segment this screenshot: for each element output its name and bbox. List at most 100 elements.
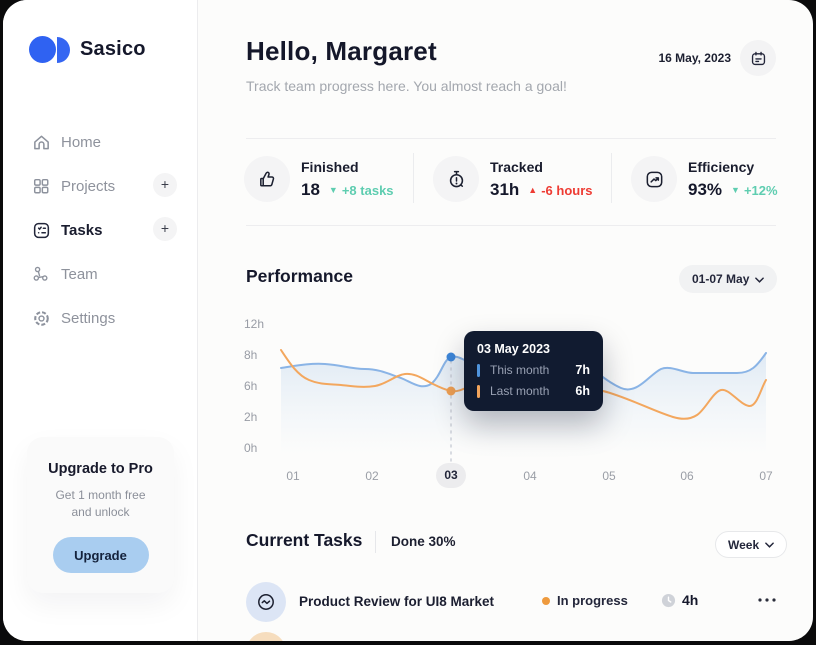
current-tasks-title: Current Tasks [246, 530, 363, 550]
sidebar-item-team[interactable]: Team [3, 259, 198, 289]
tooltip-series-value: 6h [575, 384, 590, 398]
performance-range-dropdown[interactable]: 01-07 May [679, 265, 778, 293]
x-axis-tick: 02 [365, 469, 379, 483]
finished-stat-icon-wrap [244, 156, 290, 202]
sidebar: Sasico Home Projects + Tasks + T [3, 0, 198, 641]
calendar-icon [751, 51, 765, 65]
sidebar-item-home[interactable]: Home [3, 127, 198, 157]
add-task-button[interactable]: + [153, 217, 177, 241]
upgrade-title: Upgrade to Pro [48, 461, 153, 477]
tasks-icon [31, 220, 51, 240]
task-hours: 4h [682, 592, 699, 608]
tooltip-title: 03 May 2023 [477, 342, 550, 356]
next-task-avatar [246, 632, 286, 641]
gear-icon [31, 308, 51, 328]
current-date: 16 May, 2023 [658, 51, 732, 65]
tasks-range-dropdown[interactable]: Week [715, 531, 788, 558]
chevron-down-icon [755, 276, 765, 283]
calendar-button[interactable] [740, 40, 776, 76]
projects-grid-icon [31, 176, 51, 196]
upgrade-button[interactable]: Upgrade [52, 537, 149, 573]
this-month-legend-bar [477, 363, 480, 377]
ellipsis-icon [758, 598, 776, 602]
chart-tooltip: 03 May 2023 This month 7h Last month 6h [464, 331, 603, 411]
x-axis-tick: 04 [523, 469, 537, 483]
add-project-button[interactable]: + [153, 173, 177, 197]
y-axis-tick: 6h [244, 379, 258, 393]
tooltip-row: Last month 6h [477, 384, 590, 398]
upgrade-description-line1: Get 1 month free [55, 488, 146, 502]
stats-divider [413, 153, 414, 203]
y-axis-tick: 8h [244, 348, 258, 362]
chevron-down-icon [765, 542, 774, 548]
header-divider [246, 138, 776, 139]
sidebar-item-label: Projects [61, 177, 116, 195]
tasks-range-label: Week [728, 537, 760, 552]
stat-value: 31h [490, 180, 520, 199]
trend-down-icon: ▼ [731, 185, 740, 195]
tooltip-series-label: Last month [490, 384, 550, 398]
sidebar-item-settings[interactable]: Settings [3, 303, 198, 333]
trend-down-icon: ▼ [328, 185, 338, 195]
x-axis-tick: 01 [286, 469, 300, 483]
x-axis-tick: 05 [602, 469, 616, 483]
stats-bottom-divider [246, 225, 776, 226]
trending-arrow-icon [646, 171, 662, 187]
x-axis-tick: 07 [759, 469, 773, 483]
last-month-legend-bar [477, 384, 480, 398]
stat-delta: +8 tasks [341, 182, 394, 198]
tooltip-series-label: This month [490, 363, 550, 377]
page-title: Hello, Margaret [246, 36, 437, 66]
stat-label: Tracked [490, 159, 543, 175]
thumbs-up-icon [259, 171, 274, 186]
stat-label: Efficiency [688, 159, 755, 175]
stat-tracked: Tracked 31h ▲ -6 hours [490, 159, 593, 200]
task-title: Product Review for UI8 Market [299, 594, 495, 609]
logo-circle-icon [29, 36, 56, 63]
stat-value: 18 [301, 180, 320, 199]
trend-up-icon: ▲ [528, 185, 538, 195]
status-dot-icon [542, 597, 550, 605]
app-window: Sasico Home Projects + Tasks + T [3, 0, 813, 641]
task-avatar [246, 582, 286, 622]
sidebar-item-label: Team [61, 265, 98, 283]
upgrade-card: Upgrade to Pro Get 1 month free and unlo… [27, 437, 174, 593]
stat-efficiency: Efficiency 93% ▼ +12% [688, 159, 778, 200]
sidebar-item-label: Home [61, 133, 102, 151]
sidebar-item-projects[interactable]: Projects [3, 171, 198, 201]
logo-halfcircle-icon [57, 36, 70, 63]
stat-delta: +12% [743, 182, 778, 198]
more-options-button[interactable] [756, 590, 778, 606]
upgrade-description-line2: and unlock [71, 505, 130, 519]
stopwatch-icon [449, 170, 463, 187]
y-axis-tick: 0h [244, 441, 258, 455]
tooltip-series-value: 7h [575, 363, 590, 377]
stats-divider [611, 153, 612, 203]
efficiency-stat-icon-wrap [631, 156, 677, 202]
home-icon [31, 132, 51, 152]
team-icon [31, 264, 51, 284]
activity-icon [258, 594, 274, 610]
sidebar-item-tasks[interactable]: Tasks [3, 215, 198, 245]
range-label: 01-07 May [692, 272, 750, 286]
stat-value: 93% [688, 180, 723, 199]
done-percentage: Done 30% [391, 534, 456, 549]
y-axis-tick: 12h [244, 317, 265, 331]
brand-name: Sasico [80, 38, 146, 60]
brand-logo: Sasico [29, 36, 146, 63]
stat-delta: -6 hours [541, 182, 593, 198]
task-status: In progress [557, 593, 628, 608]
clock-icon [661, 593, 676, 613]
tracked-stat-icon-wrap [433, 156, 479, 202]
this-month-point [446, 352, 456, 362]
y-axis-tick: 2h [244, 410, 258, 424]
x-axis-tick: 06 [680, 469, 694, 483]
performance-title: Performance [246, 266, 353, 286]
tooltip-row: This month 7h [477, 363, 590, 377]
stat-label: Finished [301, 159, 359, 175]
sidebar-item-label: Settings [61, 309, 116, 327]
sidebar-item-label: Tasks [61, 221, 103, 239]
x-axis-tick-highlighted: 03 [436, 463, 466, 488]
stat-finished: Finished 18 ▼ +8 tasks [301, 159, 394, 200]
